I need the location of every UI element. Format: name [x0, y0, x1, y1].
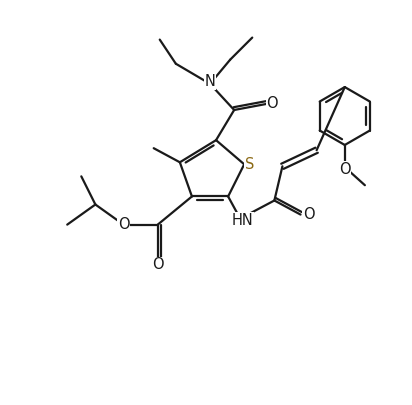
Text: O: O	[339, 162, 351, 177]
Text: O: O	[152, 257, 164, 272]
Text: HN: HN	[231, 213, 253, 228]
Text: S: S	[245, 157, 254, 172]
Text: O: O	[303, 207, 314, 222]
Text: O: O	[267, 96, 278, 111]
Text: N: N	[205, 75, 215, 90]
Text: O: O	[118, 217, 129, 232]
